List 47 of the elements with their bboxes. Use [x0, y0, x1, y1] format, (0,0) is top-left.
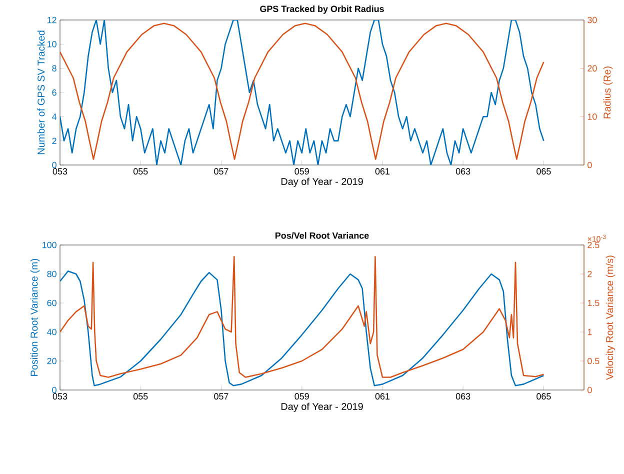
x-tick-label: 053	[52, 168, 68, 175]
chart-title: GPS Tracked by Orbit Radius	[260, 5, 384, 14]
y2-tick-label: 2	[588, 270, 592, 278]
y2-axis-title: Velocity Root Variance (m/s)	[606, 256, 616, 380]
y-tick-label: 60	[47, 300, 56, 306]
y2-tick-label: 2.5	[588, 242, 600, 248]
y-tick-label: 0	[52, 386, 56, 394]
y-tick-label: 80	[47, 270, 56, 278]
y-tick-label: 0	[52, 162, 56, 168]
y-tick-label: 2	[52, 138, 56, 144]
x-tick-label: 057	[214, 393, 228, 400]
y2-axis-title: Radius (Re)	[603, 66, 613, 118]
y-axis-title: Position Root Variance (m)	[30, 258, 40, 376]
x-tick-label: 057	[214, 168, 228, 175]
line-series	[60, 256, 544, 378]
y-tick-label: 4	[52, 114, 57, 120]
x-tick-label: 061	[375, 393, 390, 400]
y-tick-label: 20	[47, 358, 56, 364]
line-series	[60, 270, 544, 386]
x-tick-label: 055	[133, 393, 148, 400]
y-tick-label: 8	[52, 65, 56, 72]
x-tick-label: 065	[536, 393, 551, 400]
y2-tick-label: 0	[588, 162, 592, 168]
y2-tick-label: 10	[588, 113, 597, 120]
y-tick-label: 100	[42, 242, 56, 248]
y-tick-label: 12	[48, 16, 56, 24]
x-tick-label: 059	[294, 168, 309, 175]
y-tick-label: 40	[47, 328, 56, 336]
x-tick-label: 059	[294, 393, 309, 400]
y2-tick-label: 0.5	[588, 358, 600, 364]
x-axis-title: Day of Year - 2019	[281, 178, 363, 187]
x-axis-title: Day of Year - 2019	[281, 402, 363, 412]
y-axis-title: Number of GPS SV Tracked	[37, 30, 45, 154]
y2-tick-label: 1.5	[588, 300, 600, 306]
y2-tick-label: 1	[588, 328, 592, 336]
x-tick-label: 061	[375, 168, 390, 175]
chart-title: Pos/Vel Root Variance	[276, 232, 369, 239]
x-tick-label: 055	[133, 168, 148, 175]
y2-tick-label: 30	[588, 16, 597, 24]
x-tick-label: 053	[52, 393, 68, 400]
x-tick-label: 063	[456, 393, 470, 400]
y-tick-label: 10	[48, 40, 56, 48]
y2-tick-label: 20	[588, 65, 597, 72]
y-tick-label: 6	[52, 89, 56, 96]
x-tick-label: 065	[536, 168, 551, 175]
y2-tick-label: 0	[588, 386, 592, 394]
x-tick-label: 063	[456, 168, 470, 175]
